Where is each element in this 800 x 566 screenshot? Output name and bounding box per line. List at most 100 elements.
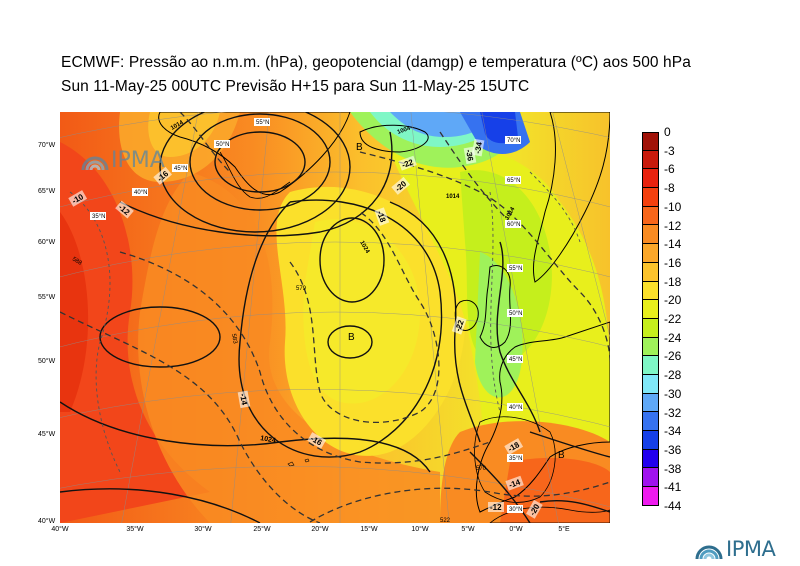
ipma-wave-icon xyxy=(81,156,109,170)
colorbar-label: 0 xyxy=(664,125,671,139)
lon-tick-label: 30°W xyxy=(194,526,212,533)
lon-tick-label: 15°W xyxy=(360,526,378,533)
colorbar-swatch xyxy=(642,225,659,245)
colorbar-label: -14 xyxy=(664,237,682,252)
lon-tick-label: 35°W xyxy=(126,526,144,533)
svg-text:55°N: 55°N xyxy=(256,120,269,126)
lon-tick-label: 40°W xyxy=(51,526,69,533)
colorbar-label: -30 xyxy=(664,386,682,401)
colorbar-label: -6 xyxy=(664,162,675,177)
colorbar-label: -38 xyxy=(664,461,682,476)
svg-text:1024: 1024 xyxy=(260,435,277,445)
ipma-watermark-text: IPMA xyxy=(111,148,165,173)
lat-tick-label: 60°W xyxy=(38,239,56,246)
lon-tick-label: 5°W xyxy=(461,526,475,533)
chart-subtitle: Sun 11-May-25 00UTC Previsão H+15 para S… xyxy=(61,78,530,95)
colorbar-label: -36 xyxy=(664,442,682,457)
colorbar-label: -26 xyxy=(664,349,682,364)
svg-text:45°N: 45°N xyxy=(509,357,522,363)
colorbar-label: -41 xyxy=(664,480,682,495)
svg-text:70°N: 70°N xyxy=(507,138,520,144)
svg-text:35°N: 35°N xyxy=(92,214,105,220)
colorbar-swatch xyxy=(642,281,659,301)
colorbar-label: -28 xyxy=(664,368,682,383)
warm-region-west xyxy=(60,142,210,523)
lat-tick-label: 55°W xyxy=(38,294,56,301)
svg-text:-34: -34 xyxy=(473,141,484,154)
colorbar-label: -10 xyxy=(664,199,682,214)
svg-text:-12: -12 xyxy=(490,503,502,512)
colorbar-swatch xyxy=(642,188,659,207)
ipma-logo: IPMA xyxy=(694,537,776,561)
svg-text:65°N: 65°N xyxy=(507,178,520,184)
colorbar-swatch xyxy=(642,318,659,338)
colorbar-label: -44 xyxy=(664,499,682,513)
chart-title: ECMWF: Pressão ao n.m.m. (hPa), geopoten… xyxy=(61,54,691,71)
colorbar-swatch xyxy=(642,468,659,488)
lon-tick-label: 20°W xyxy=(311,526,329,533)
lon-tick-label: 10°W xyxy=(411,526,429,533)
lon-tick-label: 0°W xyxy=(509,526,523,533)
colorbar-swatch xyxy=(642,150,659,170)
svg-text:55°N: 55°N xyxy=(509,266,522,272)
ipma-logo-text: IPMA xyxy=(726,537,776,561)
svg-text:570: 570 xyxy=(476,466,487,472)
ipma-watermark-logo: IPMA xyxy=(80,148,165,173)
svg-text:-14: -14 xyxy=(508,477,522,490)
lat-tick-label: 70°W xyxy=(38,142,56,149)
colorbar-swatch xyxy=(642,356,659,375)
lon-tick-label: 5°E xyxy=(558,526,570,533)
svg-text:1004: 1004 xyxy=(397,125,412,135)
colorbar-label: -18 xyxy=(664,274,682,289)
colorbar-swatch xyxy=(642,244,659,263)
svg-text:60°N: 60°N xyxy=(507,222,520,228)
svg-text:-22: -22 xyxy=(401,157,415,170)
colorbar-swatch xyxy=(642,262,659,282)
colorbar-label: -12 xyxy=(664,218,682,233)
colorbar-label: -3 xyxy=(664,143,675,158)
colorbar-swatch xyxy=(642,132,659,151)
svg-text:50°N: 50°N xyxy=(216,142,229,148)
colorbar-swatch xyxy=(642,300,659,319)
colorbar-label: -24 xyxy=(664,330,682,345)
ipma-wave-icon xyxy=(695,545,723,560)
colorbar-swatch xyxy=(642,374,659,394)
svg-text:40°N: 40°N xyxy=(509,405,522,411)
colorbar-label: -22 xyxy=(664,312,682,326)
svg-text:-14: -14 xyxy=(238,393,249,406)
colorbar-label: -16 xyxy=(664,255,682,270)
lat-tick-label: 45°W xyxy=(38,431,56,438)
lat-tick-label: 50°W xyxy=(38,358,56,365)
lon-tick-label: 25°W xyxy=(253,526,271,533)
svg-text:522: 522 xyxy=(440,518,451,523)
colorbar-label: -20 xyxy=(664,293,682,308)
pressure-center-label: B xyxy=(356,142,363,153)
colorbar-swatch xyxy=(642,449,659,469)
svg-text:45°N: 45°N xyxy=(174,166,187,172)
temperature-colorbar xyxy=(642,132,659,506)
svg-text:40°N: 40°N xyxy=(134,190,147,196)
colorbar-label: -32 xyxy=(664,405,682,420)
weather-map: B B B -10 -12 -14 -16 -18 -18 -22 -22 -1… xyxy=(60,112,610,523)
colorbar-label: -34 xyxy=(664,424,682,439)
colorbar-swatch xyxy=(642,393,659,413)
svg-text:588: 588 xyxy=(71,257,83,268)
pressure-center-label: B xyxy=(558,450,565,461)
colorbar-swatch xyxy=(642,337,659,357)
lat-tick-label: 65°W xyxy=(38,188,56,195)
svg-text:-36: -36 xyxy=(464,149,475,162)
svg-text:30°N: 30°N xyxy=(509,507,522,513)
colorbar-label: -8 xyxy=(664,181,675,196)
colorbar-swatch xyxy=(642,206,659,226)
pressure-center-label: B xyxy=(348,332,355,343)
svg-text:1014: 1014 xyxy=(446,194,460,200)
svg-text:50°N: 50°N xyxy=(509,311,522,317)
svg-text:583: 583 xyxy=(230,333,238,345)
colorbar-swatch xyxy=(642,431,659,450)
svg-text:579: 579 xyxy=(296,286,307,292)
colorbar-swatch xyxy=(642,169,659,189)
colorbar-swatch xyxy=(642,412,659,431)
colorbar-swatch xyxy=(642,487,659,506)
svg-text:-22: -22 xyxy=(453,318,466,332)
svg-text:35°N: 35°N xyxy=(509,456,522,462)
